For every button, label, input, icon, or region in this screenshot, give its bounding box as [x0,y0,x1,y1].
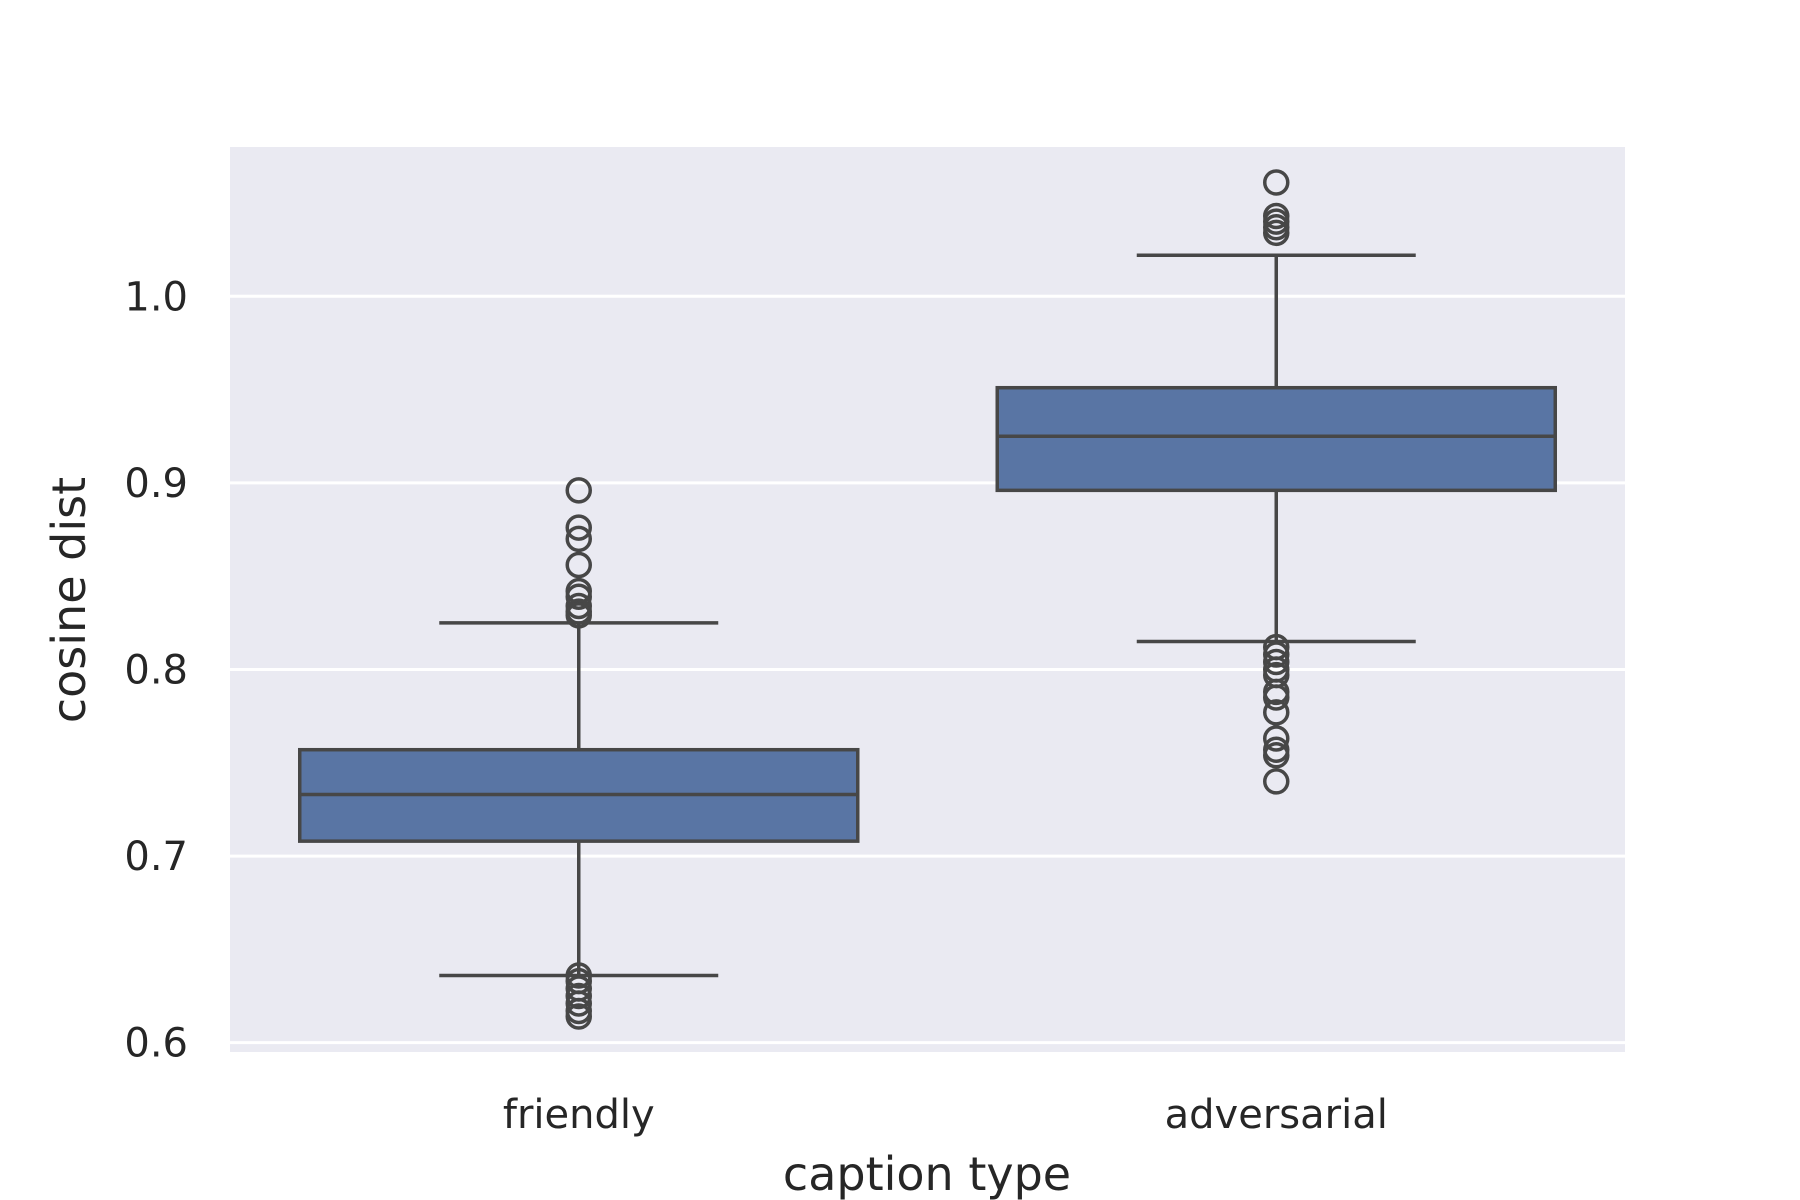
x-tick-labels: friendly adversarial [503,1092,1388,1138]
y-tick-label: 0.8 [124,647,188,693]
outlier-point [1263,742,1290,769]
outlier-point [565,982,592,1010]
y-tick-label: 0.7 [124,834,188,880]
outlier-point [1263,684,1290,711]
y-tick-label: 0.9 [124,461,188,507]
outlier-point [1263,219,1290,247]
x-axis-title: caption type [783,1147,1071,1200]
box-friendly [298,477,860,1030]
y-tick-label: 0.6 [124,1021,188,1067]
outlier-point [565,514,592,541]
outlier-point [1263,699,1290,726]
outlier-point [565,602,592,629]
outlier-point [565,477,592,504]
outlier-point [565,551,592,579]
y-tick-label: 1.0 [124,274,188,320]
outlier-point [565,990,592,1017]
y-tick-labels: 0.6 0.7 0.8 0.9 1.0 [124,274,188,1066]
plot-area-background [230,147,1625,1052]
outlier-point [565,583,592,610]
box-iqr [995,385,1557,493]
outlier-point [565,1003,592,1030]
y-axis-title: cosine dist [42,477,96,723]
outlier-point [565,525,592,553]
x-tick-label: friendly [503,1092,655,1138]
boxes [298,169,1557,1030]
outlier-point [1263,648,1290,676]
x-tick-label: adversarial [1165,1092,1388,1138]
outlier-point [1263,725,1290,752]
outlier-point [1263,768,1290,795]
outlier-point [1263,641,1290,668]
outlier-point [1263,169,1290,196]
box-adversarial [995,169,1557,795]
